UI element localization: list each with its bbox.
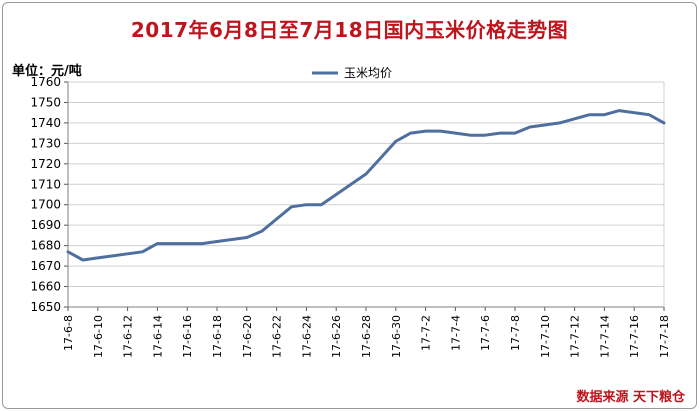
x-tick-label: 17-6-18 xyxy=(211,315,224,358)
grid-lines xyxy=(68,81,664,308)
chart-title: 2017年6月8日至7月18日国内玉米价格走势图 xyxy=(130,18,569,42)
x-tick-label: 17-7-10 xyxy=(539,315,552,358)
y-tick-label: 1660 xyxy=(30,280,61,294)
x-tick-label: 17-7-12 xyxy=(569,315,582,358)
x-axis-ticks: 17-6-8 17-6-10 17-6-12 17-6-14 17-6-16 17-6-1… xyxy=(62,307,671,358)
x-tick-label: 17-7-14 xyxy=(598,315,611,358)
legend: 玉米均价 xyxy=(312,66,392,80)
source-label: 数据来源 天下粮仓 xyxy=(576,390,685,405)
y-tick-label: 1670 xyxy=(30,259,61,273)
x-tick-label: 17-7-18 xyxy=(658,315,671,358)
x-tick-label: 17-6-12 xyxy=(122,315,135,358)
axes xyxy=(67,81,665,308)
y-tick-label: 1740 xyxy=(30,116,61,130)
x-tick-label: 17-6-24 xyxy=(300,315,313,358)
x-tick-label: 17-6-14 xyxy=(151,315,164,358)
x-tick-label: 17-7-6 xyxy=(479,315,492,351)
y-tick-label: 1700 xyxy=(30,198,61,212)
x-tick-label: 17-6-16 xyxy=(181,315,194,358)
y-axis-ticks: 1650 1660 1670 1680 1690 1700 1710 1720 1730 1740… xyxy=(30,75,68,314)
y-tick-label: 1650 xyxy=(30,300,61,314)
series-layer xyxy=(66,109,666,262)
x-tick-label: 17-7-2 xyxy=(420,315,433,351)
series-line xyxy=(66,109,666,262)
x-tick-label: 17-7-4 xyxy=(449,315,462,351)
y-tick-label: 1750 xyxy=(30,95,61,109)
x-tick-label: 17-7-8 xyxy=(509,315,522,351)
y-tick-label: 1730 xyxy=(30,136,61,150)
y-tick-label: 1690 xyxy=(30,218,61,232)
y-tick-label: 1680 xyxy=(30,239,61,253)
x-tick-label: 17-6-28 xyxy=(360,315,373,358)
legend-label: 玉米均价 xyxy=(344,66,392,80)
y-tick-label: 1720 xyxy=(30,157,61,171)
x-tick-label: 17-6-30 xyxy=(390,315,403,358)
x-tick-label: 17-6-20 xyxy=(241,315,254,358)
y-tick-label: 1710 xyxy=(30,177,61,191)
x-tick-label: 17-6-26 xyxy=(330,315,343,358)
x-tick-label: 17-6-22 xyxy=(271,315,284,358)
x-tick-label: 17-6-8 xyxy=(62,315,75,351)
unit-label: 单位：元/吨 xyxy=(12,64,82,79)
y-tick-label: 1760 xyxy=(30,75,61,89)
x-tick-label: 17-6-10 xyxy=(92,315,105,358)
x-tick-label: 17-7-16 xyxy=(628,315,641,358)
